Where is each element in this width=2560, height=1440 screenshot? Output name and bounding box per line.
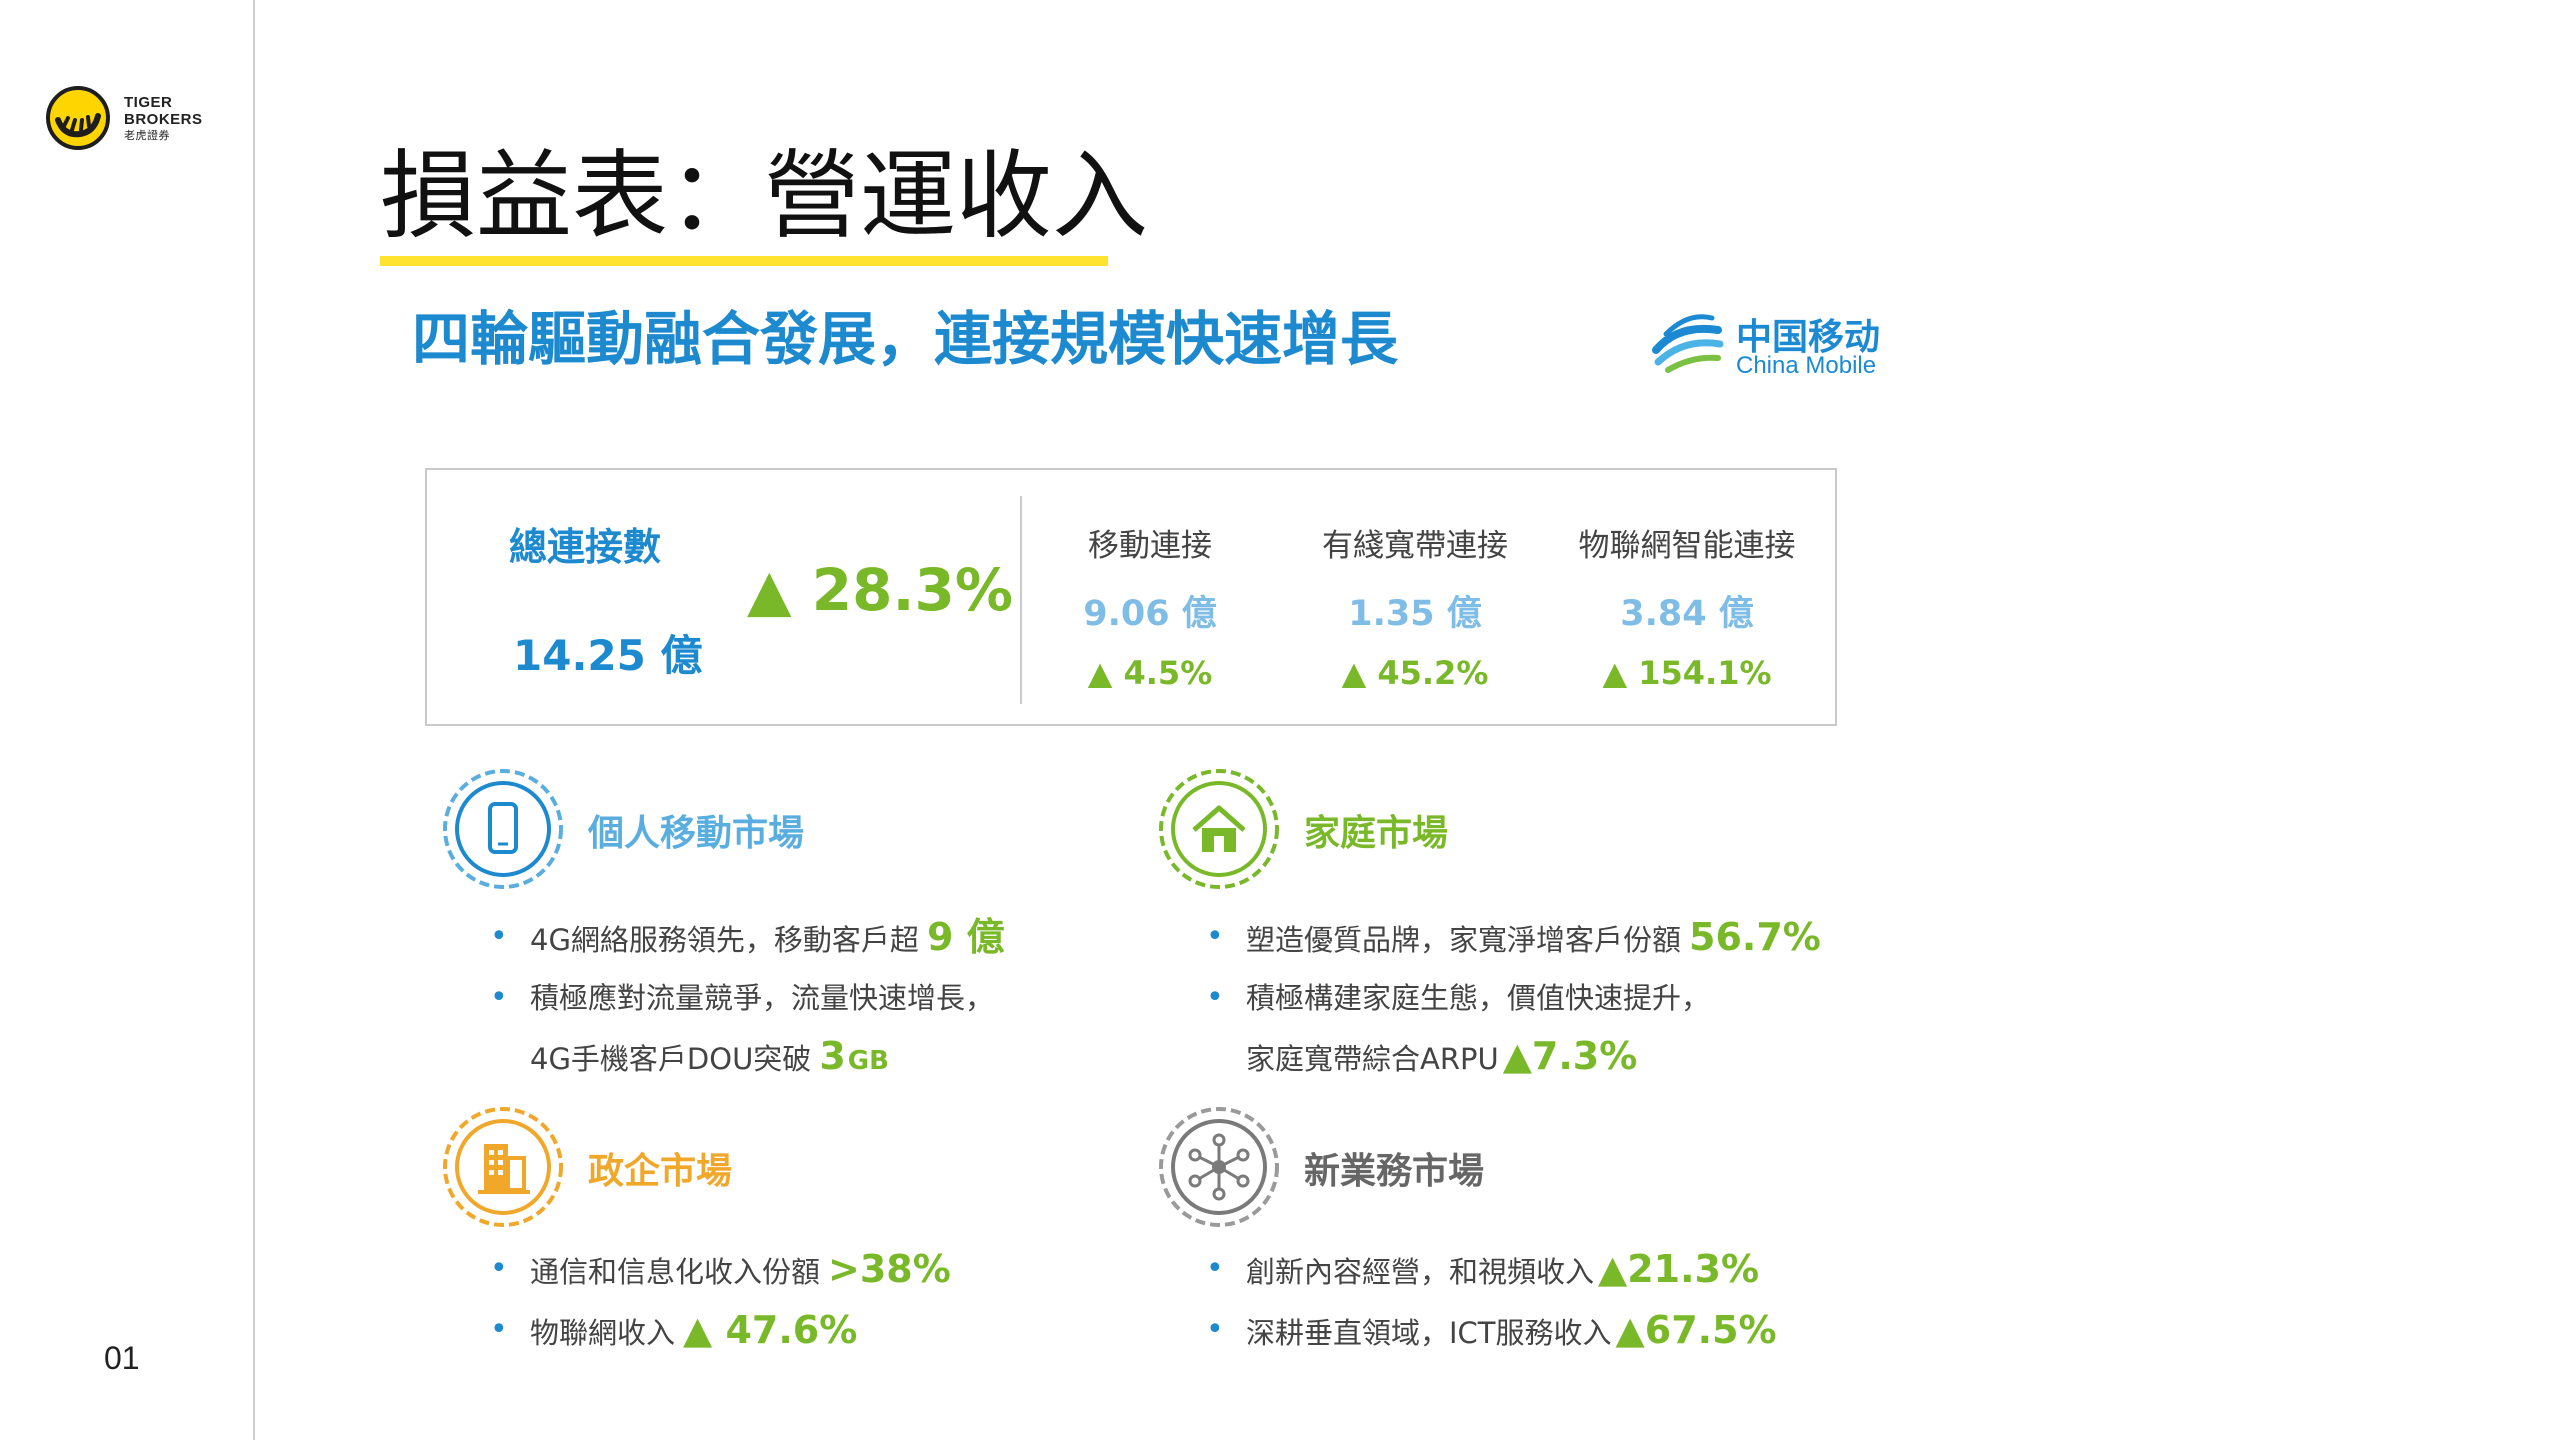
stat-value: 3.84 億 <box>1620 594 1754 634</box>
house-icon <box>1159 769 1279 889</box>
china-mobile-cn: 中国移动 <box>1736 317 1881 358</box>
stat-growth: ▲ 45.2% <box>1341 654 1489 692</box>
bullet-highlight: 9 億 <box>926 915 1005 959</box>
bullet-text: 4G手機客戶DOU突破 <box>530 1042 812 1076</box>
section-title: 政企市場 <box>588 1151 733 1192</box>
slide-subtitle: 四輪驅動融合發展，連接規模快速增長 <box>412 305 1399 373</box>
bullet-highlight: ▲67.5% <box>1615 1308 1777 1352</box>
list-item: • 創新內容經營，和視頻收入 ▲21.3% <box>1206 1247 1760 1291</box>
list-item: • 通信和信息化收入份額 >38% <box>490 1247 951 1291</box>
list-item: • 塑造優質品牌，家寬淨增客戶份額 56.7% <box>1206 915 1821 959</box>
bullet-highlight: >38% <box>828 1247 951 1291</box>
section-title: 新業務市場 <box>1304 1151 1485 1192</box>
sidebar-divider <box>253 0 255 1440</box>
section-title: 個人移動市場 <box>588 813 805 854</box>
bullet-text: 積極構建家庭生態，價值快速提升， <box>1246 981 1711 1015</box>
stat-label: 移動連接 <box>1088 528 1212 564</box>
bullet-text: 塑造優質品牌，家寬淨增客戶份額 <box>1246 923 1682 957</box>
logo-text: TIGER BROKERS 老虎證券 <box>124 94 203 145</box>
total-connections-growth: ▲ 28.3% <box>747 556 1014 624</box>
bullet-list: • 通信和信息化收入份額 >38% • 物聯網收入 ▲ 47.6% <box>490 1240 951 1362</box>
list-item: • 4G網絡服務領先，移動客戶超 9 億 <box>490 915 1005 959</box>
logo-line-2: BROKERS <box>124 111 203 128</box>
bullet-text: 通信和信息化收入份額 <box>530 1255 821 1289</box>
china-mobile-logo: 中国移动 China Mobile <box>1648 300 1908 390</box>
bullet-list: • 4G網絡服務領先，移動客戶超 9 億 • 積極應對流量競爭，流量快速增長， 4G手… <box>490 908 1005 1090</box>
tiger-brokers-logo: TIGER BROKERS 老虎證券 <box>46 86 246 156</box>
bullet-highlight: ▲21.3% <box>1598 1247 1760 1291</box>
bullet-list: • 塑造優質品牌，家寬淨增客戶份額 56.7% • 積極構建家庭生態，價值快速提升， … <box>1206 908 1821 1088</box>
stat-mobile: 移動連接 9.06 億 ▲ 4.5% <box>1020 520 1280 692</box>
bullet-highlight: ▲ 47.6% <box>683 1308 858 1352</box>
title-underline <box>380 256 1108 266</box>
bullet-text: 創新內容經營，和視頻收入 <box>1246 1255 1595 1289</box>
logo-line-1: TIGER <box>124 94 173 111</box>
bullet-text: 物聯網收入 <box>530 1316 676 1350</box>
bullet-highlight: 3 <box>819 1034 846 1078</box>
bullet-text: 深耕垂直領域，ICT服務收入 <box>1246 1316 1612 1350</box>
page-title: 損益表：營運收入 <box>380 140 1148 252</box>
tiger-logo-icon <box>46 86 110 150</box>
bullet-highlight: 56.7% <box>1689 915 1821 959</box>
smartphone-icon <box>443 769 563 889</box>
stats-divider <box>1020 496 1022 704</box>
bullet-unit: GB <box>847 1046 889 1076</box>
bullet-list: • 創新內容經營，和視頻收入 ▲21.3% • 深耕垂直領域，ICT服務收入 ▲67.5… <box>1206 1240 1777 1362</box>
bullet-text: 4G網絡服務領先，移動客戶超 <box>530 923 919 957</box>
bullet-highlight: ▲7.3% <box>1502 1034 1638 1078</box>
list-item: • 積極構建家庭生態，價值快速提升， <box>1206 980 1711 1015</box>
list-item: • 積極應對流量競爭，流量快速增長， <box>490 980 995 1015</box>
list-item: • 深耕垂直領域，ICT服務收入 ▲67.5% <box>1206 1308 1777 1352</box>
logo-line-3: 老虎證券 <box>124 130 170 142</box>
list-item: 4G手機客戶DOU突破 3GB <box>490 1027 1005 1090</box>
connection-stats-box: 總連接數 14.25 億 ▲ 28.3% 移動連接 9.06 億 ▲ 4.5% … <box>425 468 1837 726</box>
building-icon <box>443 1107 563 1227</box>
stat-broadband: 有綫寬帶連接 1.35 億 ▲ 45.2% <box>1285 520 1545 692</box>
total-connections-value: 14.25 億 <box>513 631 703 680</box>
stat-growth: ▲ 4.5% <box>1087 654 1213 692</box>
stat-value: 9.06 億 <box>1083 594 1217 634</box>
page-number: 01 <box>104 1340 140 1376</box>
stat-value: 1.35 億 <box>1348 594 1482 634</box>
bullet-text: 積極應對流量競爭，流量快速增長， <box>530 981 995 1015</box>
stat-label: 有綫寬帶連接 <box>1322 528 1508 564</box>
section-title: 家庭市場 <box>1304 813 1449 854</box>
total-connections-label: 總連接數 <box>509 525 662 569</box>
stat-iot: 物聯網智能連接 3.84 億 ▲ 154.1% <box>1557 520 1817 692</box>
stat-growth: ▲ 154.1% <box>1602 654 1772 692</box>
list-item: • 物聯網收入 ▲ 47.6% <box>490 1308 858 1352</box>
bullet-text: 家庭寬帶綜合ARPU <box>1246 1042 1499 1076</box>
china-mobile-icon <box>1652 314 1724 373</box>
stat-label: 物聯網智能連接 <box>1578 528 1796 564</box>
china-mobile-en: China Mobile <box>1736 352 1877 379</box>
network-icon <box>1159 1107 1279 1227</box>
list-item: 家庭寬帶綜合ARPU ▲7.3% <box>1206 1027 1821 1088</box>
